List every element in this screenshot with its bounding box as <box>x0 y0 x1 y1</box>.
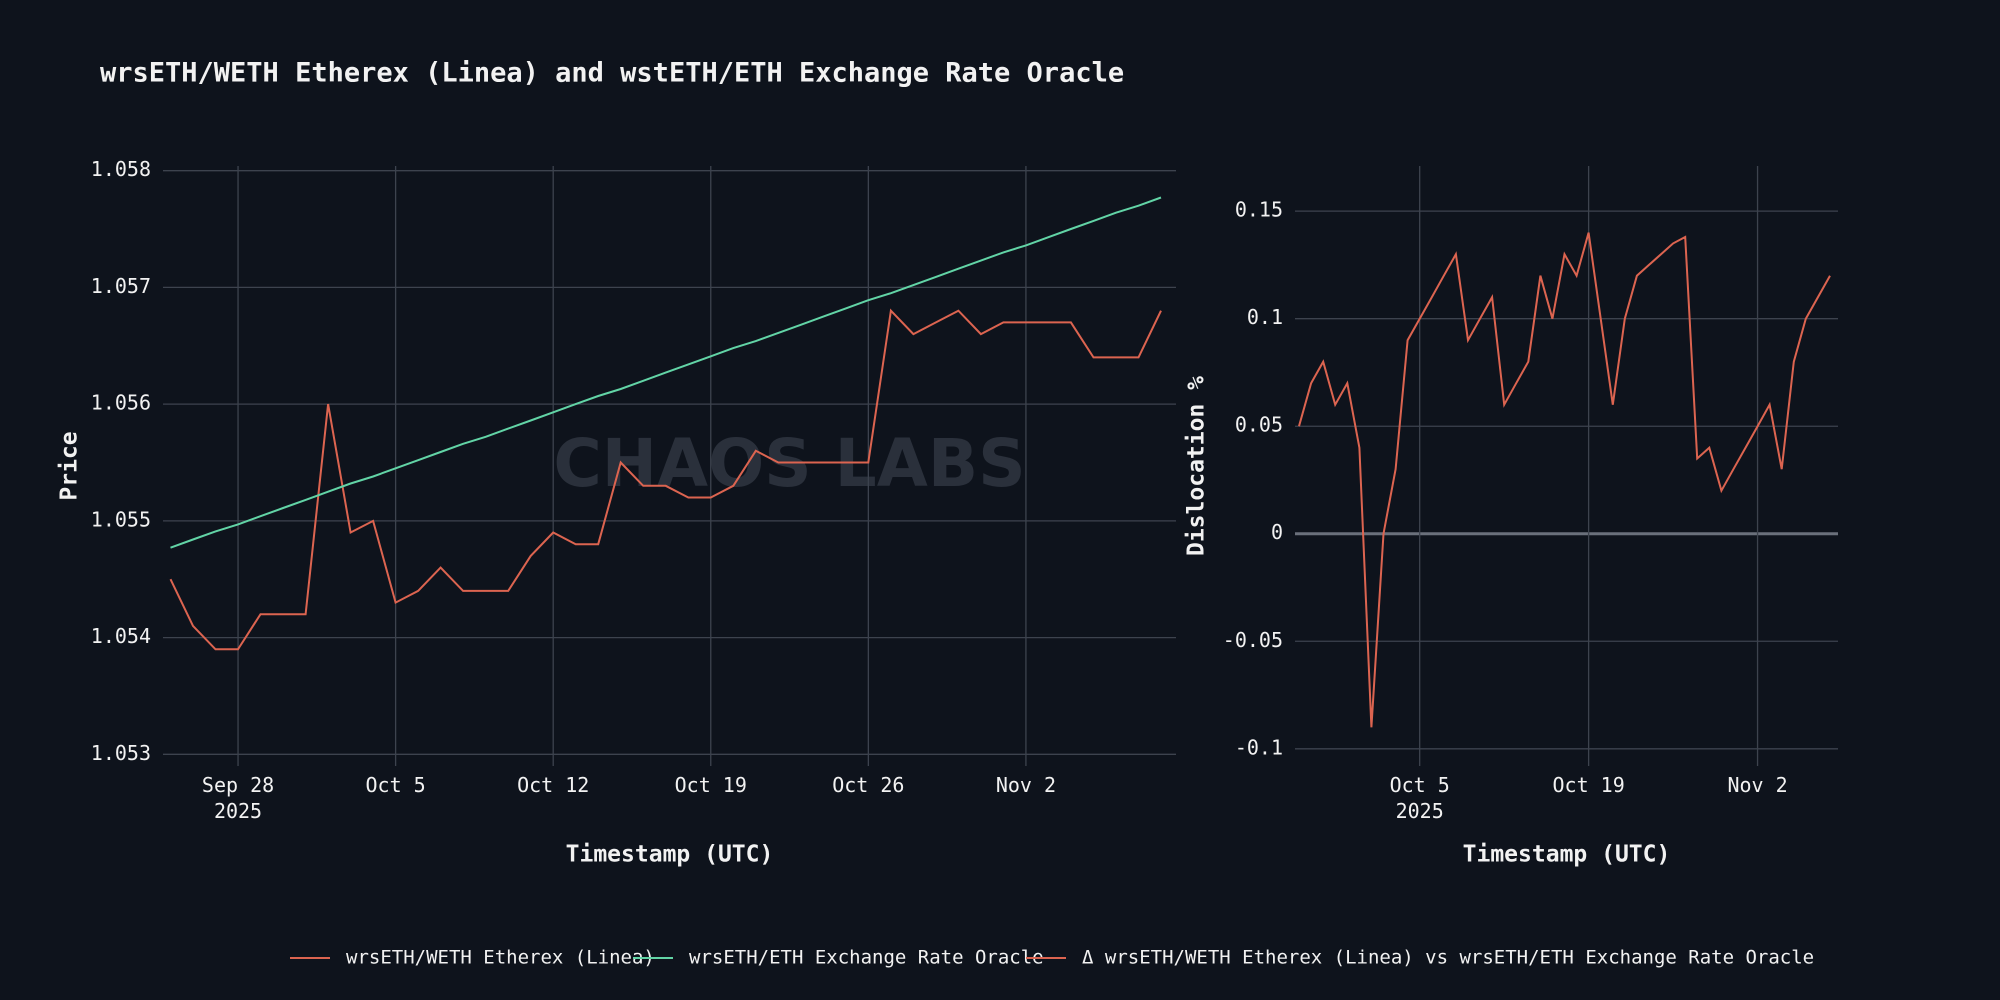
x-tick-label-line: Oct 26 <box>832 773 904 797</box>
x-tick-label: Oct 19 <box>675 773 747 797</box>
y-tick-label: -0.1 <box>1235 735 1283 759</box>
y-tick-label: 1.055 <box>91 507 151 531</box>
x-tick-label: Oct 5 2025 <box>1390 773 1450 823</box>
y-tick-label: 0 <box>1271 520 1283 544</box>
x-tick-label: Oct 26 <box>832 773 904 797</box>
x-tick-label: Oct 5 <box>366 773 426 797</box>
watermark: CHAOS LABS <box>553 425 1025 502</box>
legend-label: Δ wrsETH/WETH Etherex (Linea) vs wrsETH/… <box>1082 947 1814 969</box>
y-tick-label: 1.056 <box>91 391 151 415</box>
series-line <box>1298 232 1831 728</box>
x-tick-label-line: Oct 19 <box>675 773 747 797</box>
y-axis-label: Dislocation % <box>1184 376 1210 556</box>
y-tick-label: 0.05 <box>1235 413 1283 437</box>
y-tick-label: 0.15 <box>1235 198 1283 222</box>
series-line <box>169 308 1162 651</box>
series-line <box>170 196 1162 549</box>
x-tick-label: Nov 2 <box>1727 773 1787 797</box>
x-axis-label: Timestamp (UTC) <box>1463 842 1671 868</box>
x-tick-label: Oct 19 <box>1552 773 1624 797</box>
x-tick-label-line: Sep 28 <box>202 773 274 797</box>
y-tick-label: 1.053 <box>91 741 151 765</box>
chart-title: wrsETH/WETH Etherex (Linea) and wstETH/E… <box>100 58 1124 89</box>
x-tick-label: Sep 28 2025 <box>202 773 274 823</box>
y-axis-label: Price <box>57 431 83 500</box>
x-tick-label-line: Nov 2 <box>996 773 1056 797</box>
x-tick-label-line: Oct 19 <box>1552 773 1624 797</box>
y-tick-label: 1.058 <box>91 157 151 181</box>
x-axis-label: Timestamp (UTC) <box>566 842 774 868</box>
y-tick-label: 1.054 <box>91 624 151 648</box>
x-tick-label: Nov 2 <box>996 773 1056 797</box>
x-tick-label-line: Nov 2 <box>1727 773 1787 797</box>
y-tick-label: 1.057 <box>91 274 151 298</box>
x-tick-label-line: 2025 <box>214 799 262 823</box>
legend-label: wrsETH/WETH Etherex (Linea) <box>346 947 655 969</box>
x-tick-label-line: 2025 <box>1396 799 1444 823</box>
x-tick-label: Oct 12 <box>517 773 589 797</box>
x-tick-label-line: Oct 5 <box>1390 773 1450 797</box>
x-tick-label-line: Oct 12 <box>517 773 589 797</box>
x-tick-label-line: Oct 5 <box>366 773 426 797</box>
y-tick-label: -0.05 <box>1223 628 1283 652</box>
legend-label: wrsETH/ETH Exchange Rate Oracle <box>689 947 1044 969</box>
y-tick-label: 0.1 <box>1247 305 1283 329</box>
